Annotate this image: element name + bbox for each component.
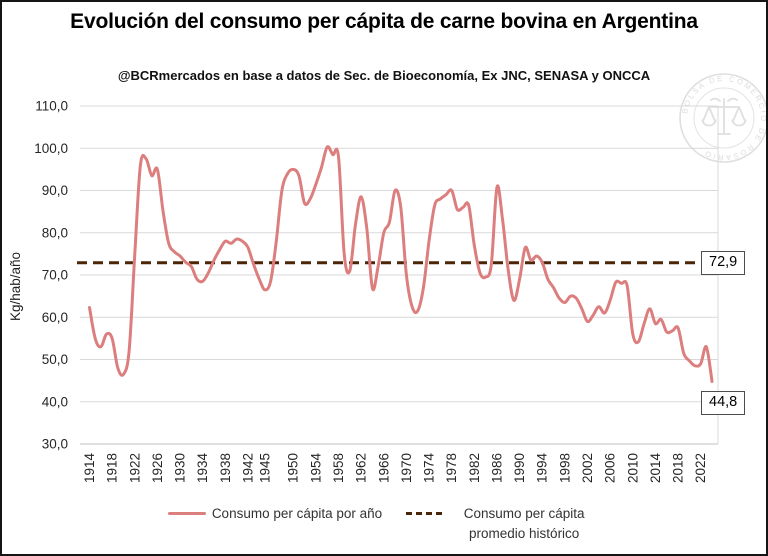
bcr-seal-watermark: BOLSA DE COMERCIO DE ROSARIO: [679, 73, 766, 163]
x-tick-label: 1994: [535, 453, 550, 484]
y-tick-label: 30,0: [42, 437, 68, 452]
x-tick-label: 2002: [580, 453, 595, 483]
average-value-label: 72,9: [701, 251, 746, 275]
chart-title: Evolución del consumo per cápita de carn…: [70, 10, 698, 33]
x-tick-label: 1982: [467, 453, 482, 483]
x-tick-label: 1970: [399, 453, 414, 483]
x-tick-label: 1930: [173, 453, 188, 483]
y-tick-label: 60,0: [42, 310, 68, 325]
y-tick-label: 70,0: [42, 268, 68, 283]
y-tick-label: 80,0: [42, 225, 68, 240]
x-tick-label: 1986: [489, 453, 504, 483]
y-tick-label: 50,0: [42, 352, 68, 367]
x-tick-label: 1922: [127, 453, 142, 483]
scales-icon: [701, 97, 747, 135]
consumption-line: [88, 145, 714, 383]
x-tick-label: 2006: [603, 453, 618, 483]
x-tick-label: 1974: [422, 453, 437, 484]
x-tick-label: 1958: [331, 453, 346, 483]
dashed-line-swatch: [406, 512, 443, 515]
x-tick-label: 1950: [286, 453, 301, 483]
x-tick-label: 1954: [308, 453, 323, 484]
x-tick-label: 2010: [625, 453, 640, 483]
legend-label-average: Consumo per cápita promedio histórico: [463, 506, 585, 541]
y-tick-label: 40,0: [42, 394, 68, 409]
x-tick-label: 1918: [105, 453, 120, 483]
x-tick-label: 1914: [82, 453, 97, 484]
y-tick-label: 110,0: [35, 99, 68, 114]
last-value-label: 44,8: [701, 391, 746, 415]
x-tick-label: 2018: [671, 453, 686, 483]
x-tick-label: 1926: [150, 453, 165, 483]
x-tick-label: 2022: [693, 453, 708, 483]
y-tick-label: 90,0: [42, 183, 68, 198]
x-tick-label: 1934: [195, 453, 210, 484]
legend: Consumo per cápita por año Consumo per c…: [2, 504, 766, 543]
x-tick-label: 1966: [376, 453, 391, 483]
legend-label-annual: Consumo per cápita por año: [211, 506, 383, 521]
x-tick-label: 1990: [512, 453, 527, 483]
legend-item-annual: Consumo per cápita por año: [167, 504, 383, 524]
x-tick-label: 1938: [218, 453, 233, 483]
legend-item-average: Consumo per cápita promedio histórico: [406, 504, 600, 543]
solid-line-swatch: [167, 512, 206, 515]
x-tick-label: 1998: [557, 453, 572, 483]
x-tick-label: 1945: [257, 453, 272, 483]
x-tick-label: 1942: [240, 453, 255, 483]
chart-subtitle: @BCRmercados en base a datos de Sec. de …: [117, 68, 651, 83]
seal-inner-ring: [693, 87, 755, 149]
x-tick-label: 1962: [354, 453, 369, 483]
seal-outer-ring: [679, 73, 766, 163]
y-tick-label: 100,0: [34, 141, 68, 156]
x-tick-label: 1978: [444, 453, 459, 483]
x-tick-label: 2014: [648, 453, 663, 484]
